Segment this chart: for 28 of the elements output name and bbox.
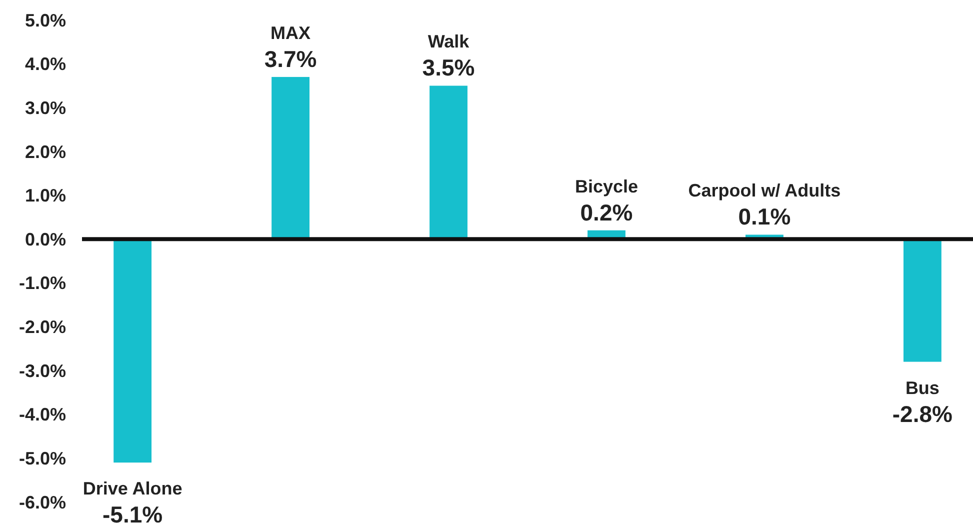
data-label: 0.1% [738,204,791,230]
x-tick-label: Bus [905,378,940,398]
y-tick-label: -1.0% [18,273,66,294]
data-label: 0.2% [580,199,633,226]
bar [114,239,152,463]
y-tick-label: -3.0% [18,360,66,381]
data-label: -2.8% [892,400,952,427]
x-tick-label: MAX [270,22,311,43]
y-tick-label: 1.0% [24,186,66,206]
x-tick-label: Carpool w/ Adults [688,180,841,201]
x-tick-label: Walk [428,32,470,52]
x-tick-label: Bicycle [574,176,638,196]
bar [903,239,942,362]
y-tick-label: -5.0% [18,448,66,468]
x-tick-label: Drive Alone [82,478,182,499]
y-tick-label: 4.0% [24,54,66,74]
data-label: 3.5% [422,54,475,81]
bar [430,86,468,240]
y-tick-label: -4.0% [18,404,66,425]
bar [272,76,310,240]
y-tick-label: 5.0% [24,10,66,30]
data-label: 3.7% [264,46,317,72]
y-tick-label: 3.0% [24,98,66,118]
data-label: -5.1% [102,502,163,528]
y-tick-label: -2.0% [18,317,66,338]
y-tick-label: 0.0% [24,229,66,250]
y-tick-label: -6.0% [18,492,66,512]
y-tick-label: 2.0% [24,142,66,162]
